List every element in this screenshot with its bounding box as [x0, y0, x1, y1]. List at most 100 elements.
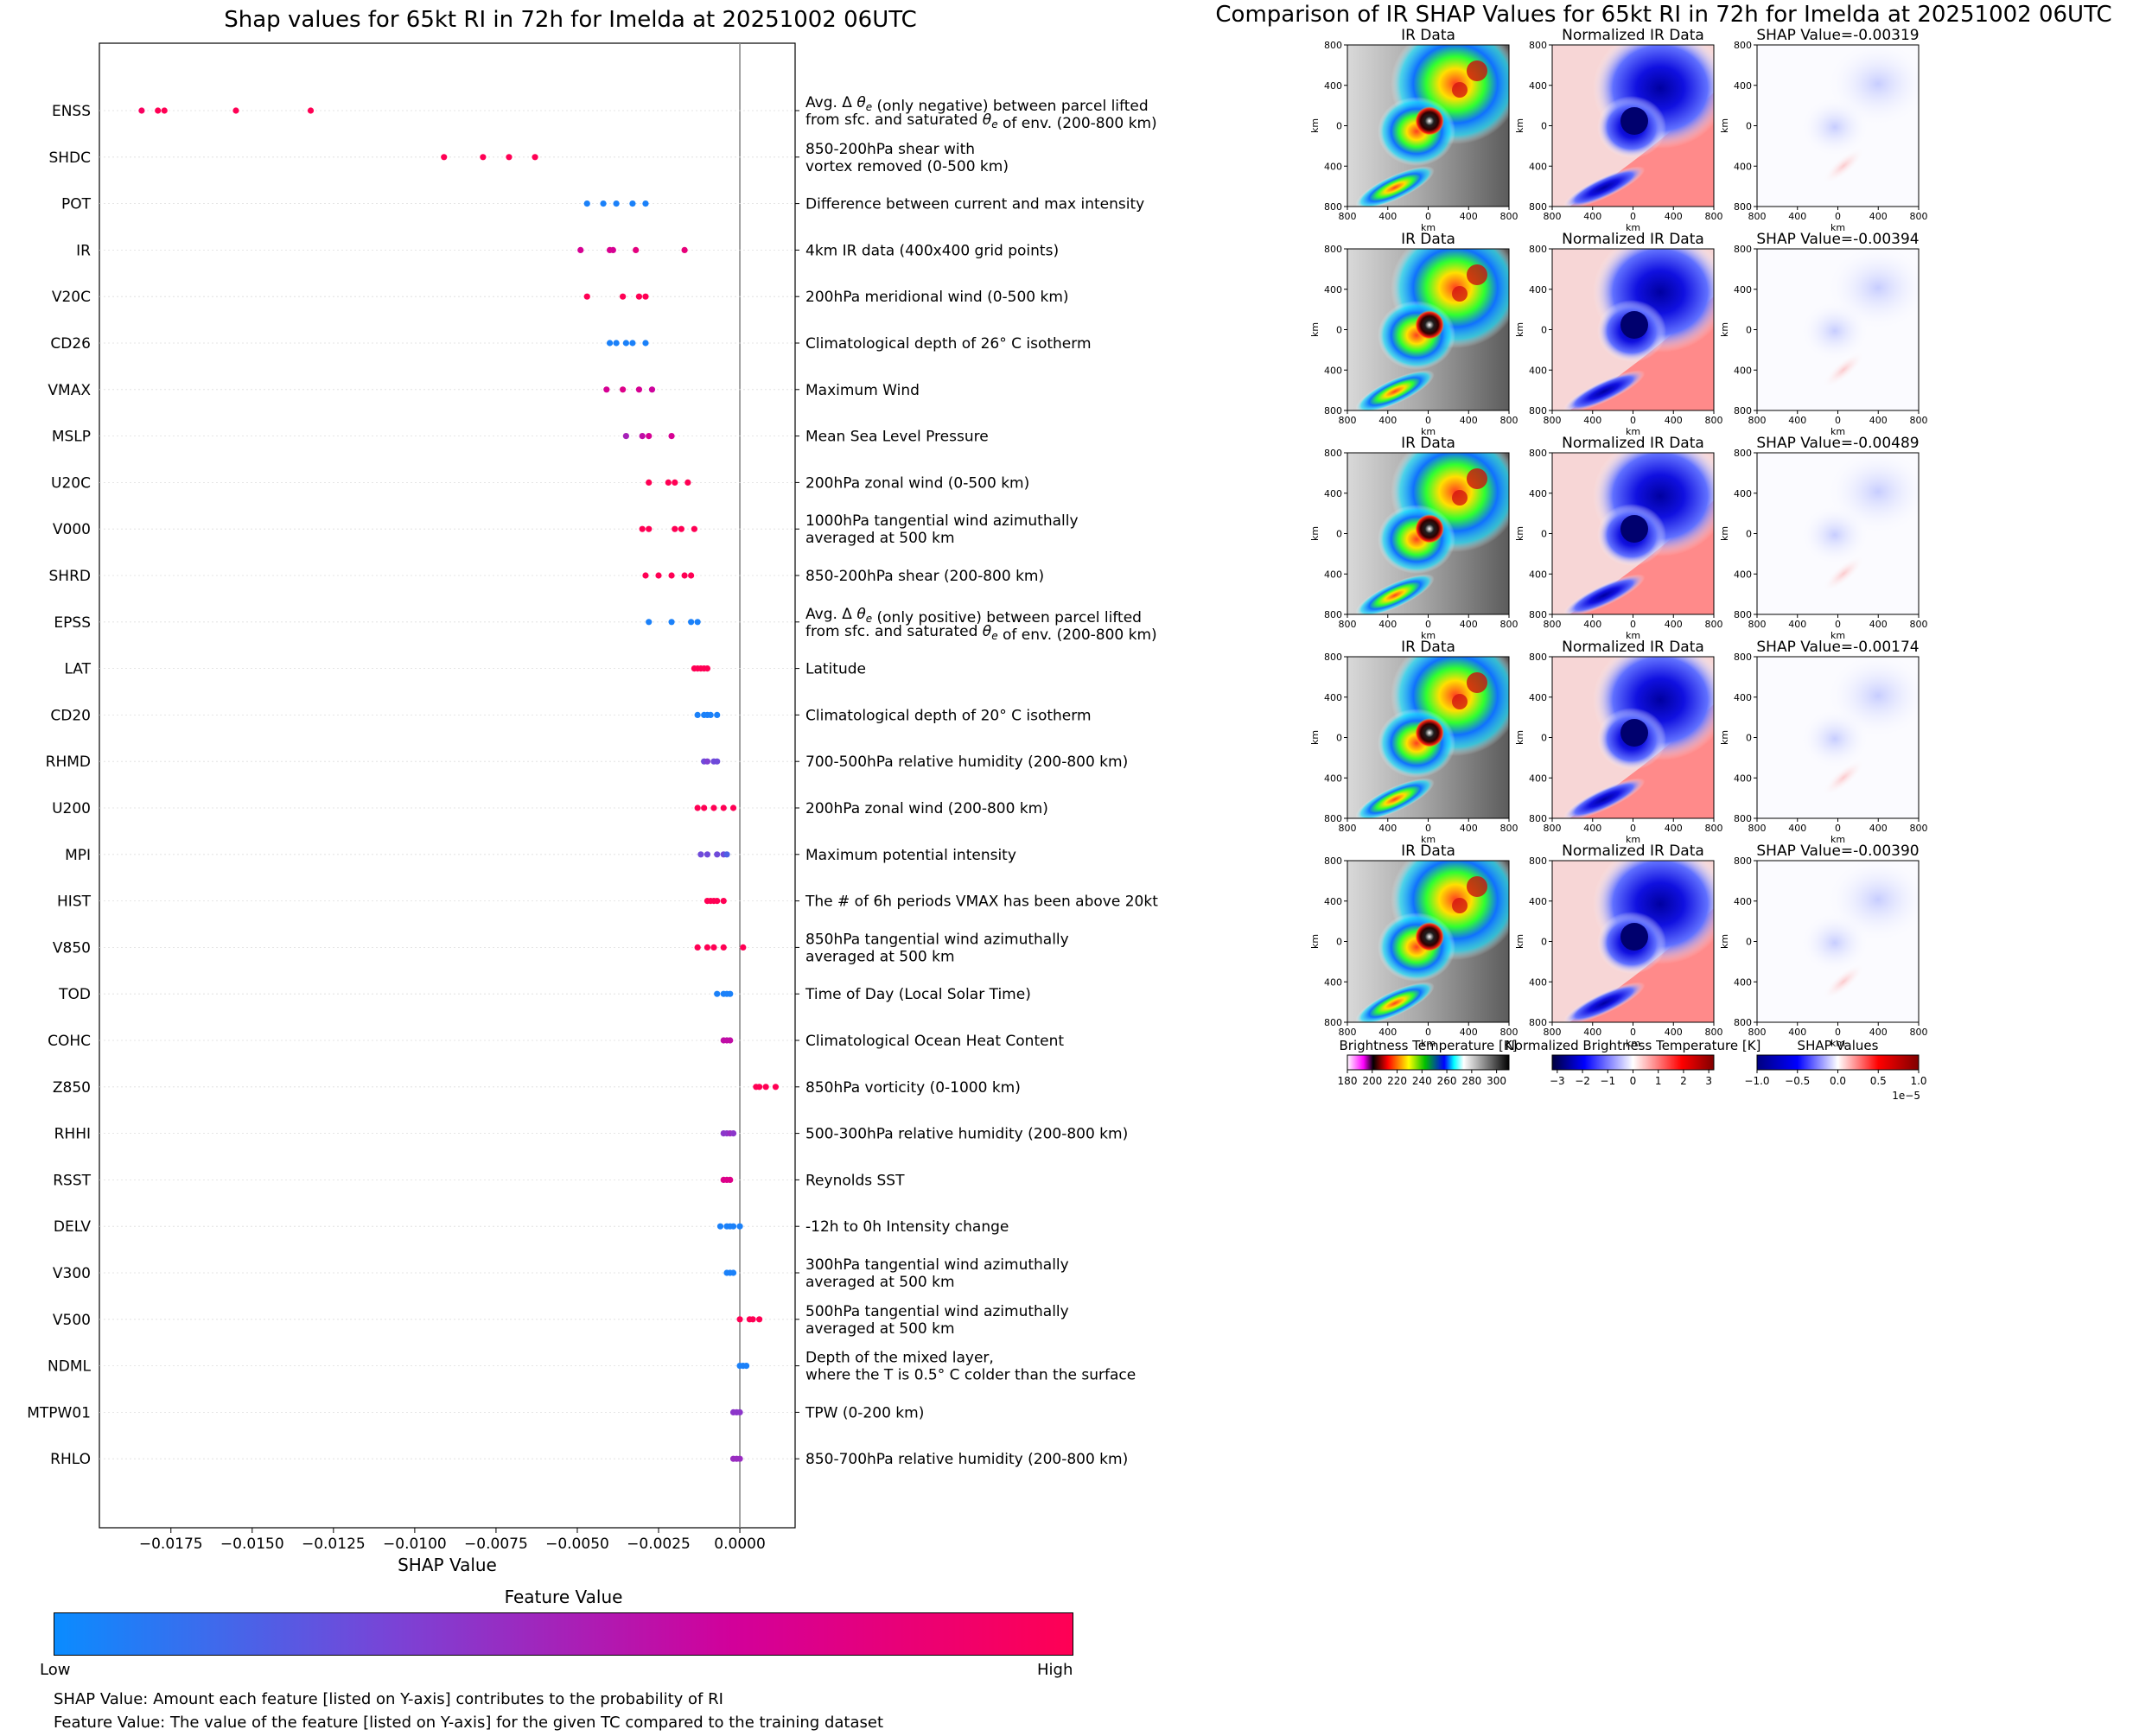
- panel-title: IR Data: [1401, 843, 1455, 860]
- shap-point: [635, 293, 643, 300]
- x-tick-label: 400: [1869, 619, 1888, 630]
- shap-point: [729, 1269, 737, 1276]
- y-tick-label: 400: [1734, 365, 1752, 376]
- colorbar-3: SHAP Values −1.0 −0.5 0.0 0.5 1.0 1e−5: [1744, 1038, 1926, 1102]
- y-tick-label: 800: [1529, 609, 1547, 620]
- shap-point: [606, 340, 614, 347]
- x-axis-label: SHAP Value: [398, 1555, 497, 1575]
- shap-point: [688, 619, 695, 626]
- shap-point: [678, 525, 684, 532]
- y-tick-label: 0: [1541, 325, 1547, 336]
- y-tick-label: 800: [1324, 201, 1342, 213]
- colorbar-tick-label: 200: [1362, 1075, 1382, 1087]
- x-tick-label: 400: [1788, 823, 1806, 834]
- feature-description: 850-200hPa shear with: [805, 141, 975, 158]
- y-axis-unit: km: [1514, 526, 1525, 541]
- colorbar-tick-label: 220: [1387, 1075, 1407, 1087]
- x-tick-label: 400: [1378, 823, 1397, 834]
- shap-summary-plot: −0.0175 −0.0150 −0.0125 −0.0100 −0.0075 −0.00…: [27, 42, 1158, 1575]
- x-tick-label: 400: [1378, 211, 1397, 222]
- y-tick-label: 400: [1529, 488, 1547, 499]
- y-axis-unit: km: [1719, 526, 1730, 541]
- feature-name: RHHI: [54, 1126, 91, 1143]
- shap-point: [694, 711, 701, 719]
- feature-name: U20C: [51, 474, 91, 492]
- x-tick-label: 800: [1910, 619, 1928, 630]
- y-tick-label: 800: [1734, 448, 1752, 459]
- shap-point: [681, 572, 688, 579]
- feature-description: from sfc. and saturated θe of env. (200-…: [805, 111, 1157, 132]
- shap-point: [694, 619, 701, 626]
- feature-description: 700-500hPa relative humidity (200-800 km…: [805, 754, 1128, 771]
- feature-name: HIST: [57, 893, 92, 911]
- shap-point: [639, 525, 646, 532]
- normalized-ir-panel: Normalized IR Data8008004004000040040080…: [1514, 843, 1723, 1049]
- shap-point: [603, 386, 610, 393]
- feature-description: Depth of the mixed layer,: [805, 1350, 994, 1367]
- feature-description: Difference between current and max inten…: [805, 196, 1144, 213]
- x-axis-unit: km: [1421, 630, 1436, 641]
- y-axis-unit: km: [1514, 118, 1525, 133]
- y-tick-label: 400: [1529, 976, 1547, 988]
- shap-point: [583, 293, 590, 300]
- y-tick-label: 0: [1336, 529, 1342, 540]
- x-tick-label: 400: [1665, 415, 1683, 426]
- feature-name: V000: [53, 521, 91, 538]
- shap-point: [665, 479, 672, 486]
- y-tick-label: 800: [1734, 813, 1752, 824]
- feature-name: CD26: [50, 335, 91, 353]
- colorbar-title: Normalized Brightness Temperature [K]: [1506, 1038, 1761, 1053]
- y-tick-label: 400: [1324, 365, 1342, 376]
- shap-point: [736, 1223, 743, 1230]
- y-tick-label: 400: [1324, 80, 1342, 92]
- right-chart-title: Comparison of IR SHAP Values for 65kt RI…: [1215, 2, 2112, 28]
- x-tick-label: 400: [1378, 415, 1397, 426]
- feature-name: TOD: [58, 986, 91, 1003]
- x-tick-label: 800: [1544, 415, 1562, 426]
- y-tick-label: 400: [1734, 161, 1752, 172]
- x-tick-label: 400: [1788, 1027, 1806, 1038]
- feature-name: POT: [61, 196, 92, 213]
- shap-point: [629, 340, 636, 347]
- y-tick-label: 400: [1324, 773, 1342, 784]
- shap-point: [672, 479, 678, 486]
- x-axis-unit: km: [1830, 1038, 1845, 1049]
- shap-point: [749, 1316, 756, 1323]
- x-tick-label: −0.0075: [464, 1536, 528, 1553]
- shap-point: [684, 479, 691, 486]
- x-axis-unit: km: [1830, 630, 1845, 641]
- y-tick-label: 400: [1324, 284, 1342, 296]
- feature-description: 850-200hPa shear (200-800 km): [805, 568, 1044, 585]
- panel-title: IR Data: [1401, 435, 1455, 452]
- x-tick-label: 0: [1835, 415, 1841, 426]
- y-tick-label: 800: [1529, 1017, 1547, 1028]
- feature-description: 500-300hPa relative humidity (200-800 km…: [805, 1126, 1128, 1143]
- x-tick-label: 0: [1835, 823, 1841, 834]
- shap-point: [694, 804, 701, 811]
- shap-point: [727, 1037, 734, 1044]
- x-tick-label: −0.0175: [139, 1536, 203, 1553]
- y-tick-label: 400: [1529, 773, 1547, 784]
- x-tick-label: 400: [1460, 211, 1478, 222]
- x-tick-label: 800: [1544, 1027, 1562, 1038]
- feature-description: 500hPa tangential wind azimuthally: [805, 1303, 1069, 1320]
- colorbar-tick-label: −0.5: [1785, 1075, 1810, 1087]
- y-axis-unit: km: [1514, 322, 1525, 337]
- panel-title: IR Data: [1401, 231, 1455, 248]
- colorbar-title: Brightness Temperature [K]: [1340, 1038, 1518, 1053]
- colorbar-title: SHAP Values: [1798, 1038, 1879, 1053]
- x-tick-label: −0.0050: [545, 1536, 609, 1553]
- x-tick-label: 0: [1630, 619, 1636, 630]
- shap-point: [620, 386, 627, 393]
- feature-name: DELV: [54, 1218, 91, 1236]
- y-tick-label: 0: [1746, 325, 1752, 336]
- shap-point: [704, 851, 711, 858]
- shap-point: [506, 154, 513, 161]
- x-tick-label: 800: [1748, 211, 1767, 222]
- x-tick-label: −0.0125: [302, 1536, 366, 1553]
- x-tick-label: −0.0025: [627, 1536, 691, 1553]
- shap-point: [600, 200, 607, 207]
- left-chart-title: Shap values for 65kt RI in 72h for Imeld…: [224, 7, 917, 33]
